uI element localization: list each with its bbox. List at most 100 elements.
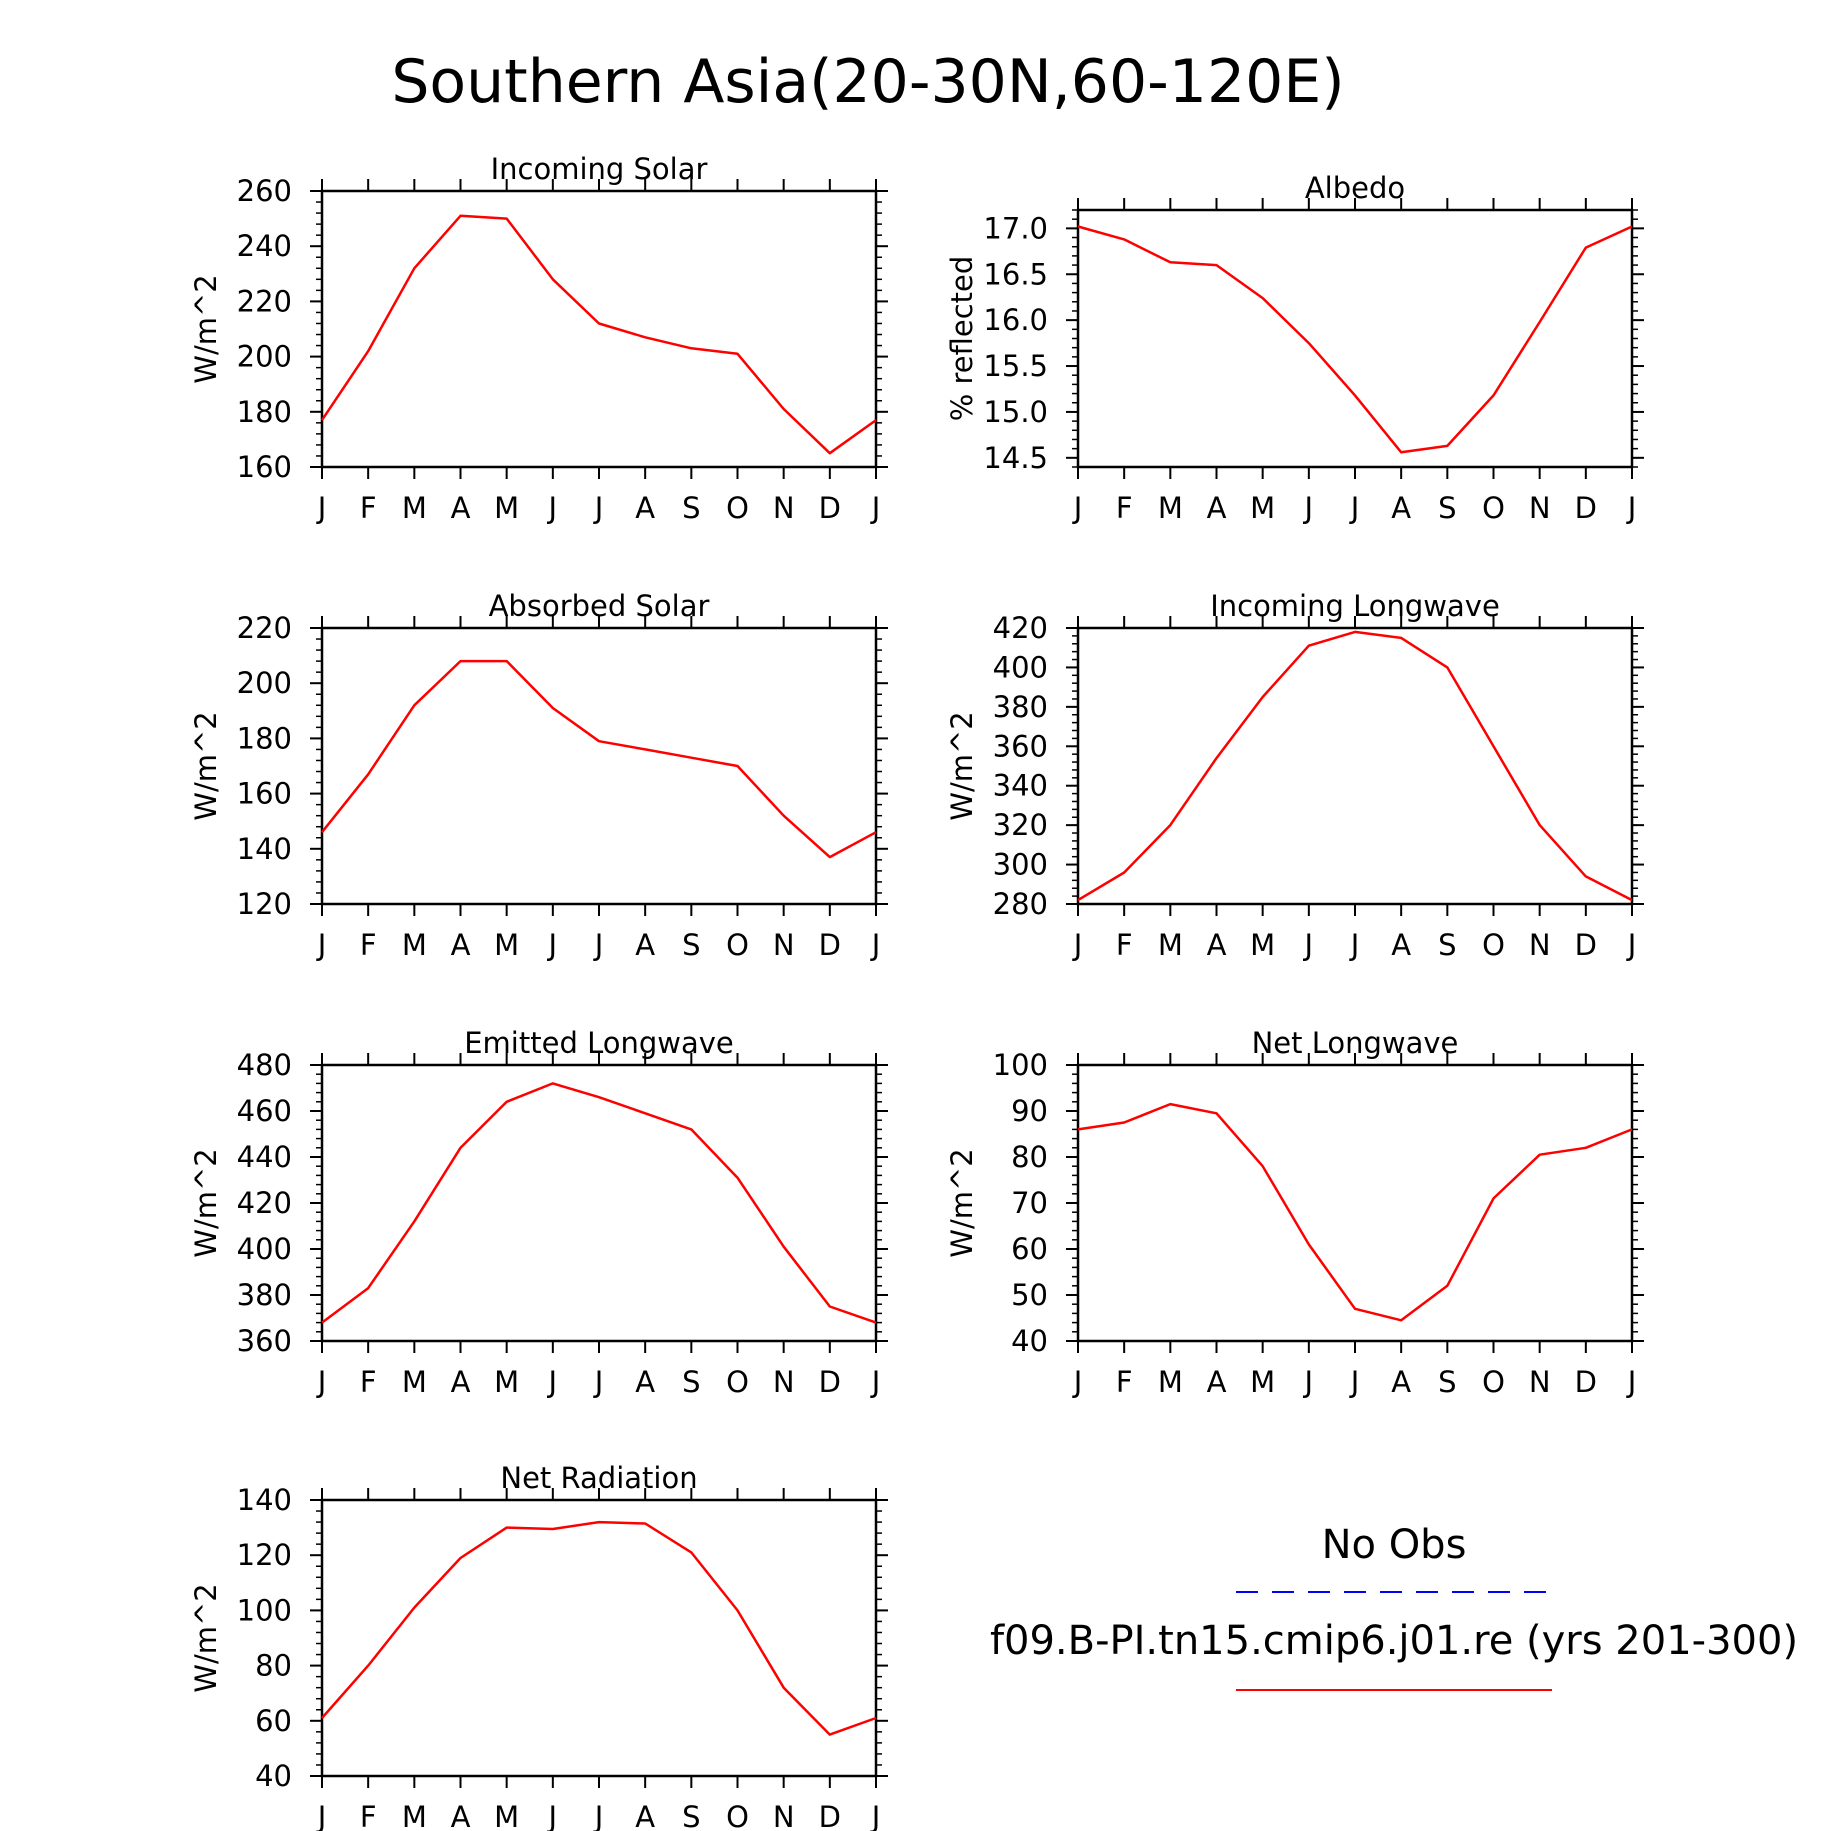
x-tick-label: N	[773, 928, 795, 962]
y-tick-label: 200	[237, 340, 292, 374]
x-tick-label: M	[1158, 1365, 1183, 1399]
x-tick-label: D	[1575, 1365, 1597, 1399]
x-tick-label: J	[316, 491, 327, 525]
x-tick-label: J	[547, 1800, 558, 1831]
x-tick-label: S	[682, 928, 700, 962]
x-tick-label: J	[1349, 491, 1360, 525]
y-tick-label: 120	[237, 1538, 292, 1572]
x-tick-label: J	[1072, 491, 1083, 525]
x-tick-label: J	[1303, 1365, 1314, 1399]
x-tick-label: J	[547, 1365, 558, 1399]
x-tick-label: F	[1116, 491, 1133, 525]
x-tick-label: M	[402, 1365, 427, 1399]
x-tick-label: J	[547, 928, 558, 962]
x-tick-label: A	[451, 928, 471, 962]
plot-frame	[1076, 208, 1634, 469]
y-tick-label: 15.0	[983, 395, 1048, 429]
y-tick-label: 220	[237, 284, 292, 318]
x-tick-label: A	[1207, 1365, 1227, 1399]
y-axis-label: W/m^2	[189, 1148, 223, 1257]
x-tick-label: M	[1158, 491, 1183, 525]
legend-obs-label: No Obs	[1322, 1522, 1467, 1568]
y-tick-label: 400	[993, 650, 1048, 684]
x-tick-label: M	[1250, 491, 1275, 525]
series-line	[1077, 225, 1633, 454]
figure-title: Southern Asia(20-30N,60-120E)	[391, 47, 1344, 117]
x-tick-label: N	[1529, 928, 1551, 962]
x-tick-label: A	[1391, 491, 1411, 525]
y-tick-label: 17.0	[983, 211, 1048, 245]
x-tick-label: M	[402, 928, 427, 962]
x-tick-label: S	[1438, 1365, 1456, 1399]
y-tick-label: 240	[237, 229, 292, 263]
x-tick-label: J	[1626, 1365, 1637, 1399]
y-tick-label: 400	[237, 1232, 292, 1266]
series-line	[321, 659, 877, 859]
x-tick-label: M	[1158, 928, 1183, 962]
plot-frame	[320, 626, 878, 906]
x-tick-label: J	[1303, 928, 1314, 962]
y-tick-label: 360	[237, 1324, 292, 1358]
y-tick-label: 160	[237, 777, 292, 811]
x-tick-label: J	[1349, 1365, 1360, 1399]
x-tick-label: A	[635, 1800, 655, 1831]
x-tick-label: S	[1438, 491, 1456, 525]
x-tick-label: A	[1391, 928, 1411, 962]
series-line	[321, 1520, 877, 1736]
x-tick-label: A	[451, 1365, 471, 1399]
y-axis-label: W/m^2	[189, 1583, 223, 1692]
x-tick-label: F	[1116, 928, 1133, 962]
x-tick-label: S	[682, 1800, 700, 1831]
x-tick-label: O	[726, 928, 749, 962]
legend-model-label: f09.B-PI.tn15.cmip6.j01.re (yrs 201-300)	[990, 1618, 1798, 1664]
y-tick-label: 16.5	[983, 257, 1048, 291]
y-tick-label: 360	[993, 729, 1048, 763]
x-tick-label: J	[870, 1365, 881, 1399]
y-tick-label: 160	[237, 450, 292, 484]
x-tick-label: A	[635, 1365, 655, 1399]
x-tick-label: J	[870, 928, 881, 962]
x-tick-label: J	[1626, 928, 1637, 962]
x-tick-label: S	[682, 1365, 700, 1399]
x-tick-label: O	[726, 1800, 749, 1831]
x-tick-label: M	[494, 491, 519, 525]
x-tick-label: M	[494, 928, 519, 962]
y-axis-label: % reflected	[945, 256, 979, 422]
y-tick-label: 90	[1011, 1094, 1048, 1128]
x-tick-label: D	[1575, 928, 1597, 962]
x-tick-label: N	[1529, 491, 1551, 525]
x-tick-label: J	[1072, 1365, 1083, 1399]
x-tick-label: J	[547, 491, 558, 525]
x-tick-label: O	[1482, 491, 1505, 525]
plot-frame	[320, 189, 878, 469]
x-tick-label: J	[1349, 928, 1360, 962]
plot-frame	[320, 1063, 878, 1343]
y-tick-label: 180	[237, 721, 292, 755]
x-tick-label: O	[726, 1365, 749, 1399]
y-axis-label: W/m^2	[189, 274, 223, 383]
y-tick-label: 100	[993, 1048, 1048, 1082]
x-tick-label: J	[316, 1800, 327, 1831]
x-tick-label: M	[494, 1365, 519, 1399]
y-tick-label: 80	[255, 1649, 292, 1683]
y-tick-label: 420	[237, 1186, 292, 1220]
legend: No Obs f09.B-PI.tn15.cmip6.j01.re (yrs 2…	[990, 1522, 1798, 1691]
x-tick-label: N	[1529, 1365, 1551, 1399]
x-tick-label: A	[1207, 491, 1227, 525]
y-tick-label: 15.5	[983, 349, 1048, 383]
x-tick-label: N	[773, 1365, 795, 1399]
y-tick-label: 40	[1011, 1324, 1048, 1358]
y-tick-label: 180	[237, 395, 292, 429]
y-tick-label: 380	[993, 690, 1048, 724]
x-tick-label: A	[451, 491, 471, 525]
y-tick-label: 200	[237, 666, 292, 700]
x-tick-label: F	[360, 928, 377, 962]
y-tick-label: 14.5	[983, 441, 1048, 475]
x-tick-label: O	[726, 491, 749, 525]
